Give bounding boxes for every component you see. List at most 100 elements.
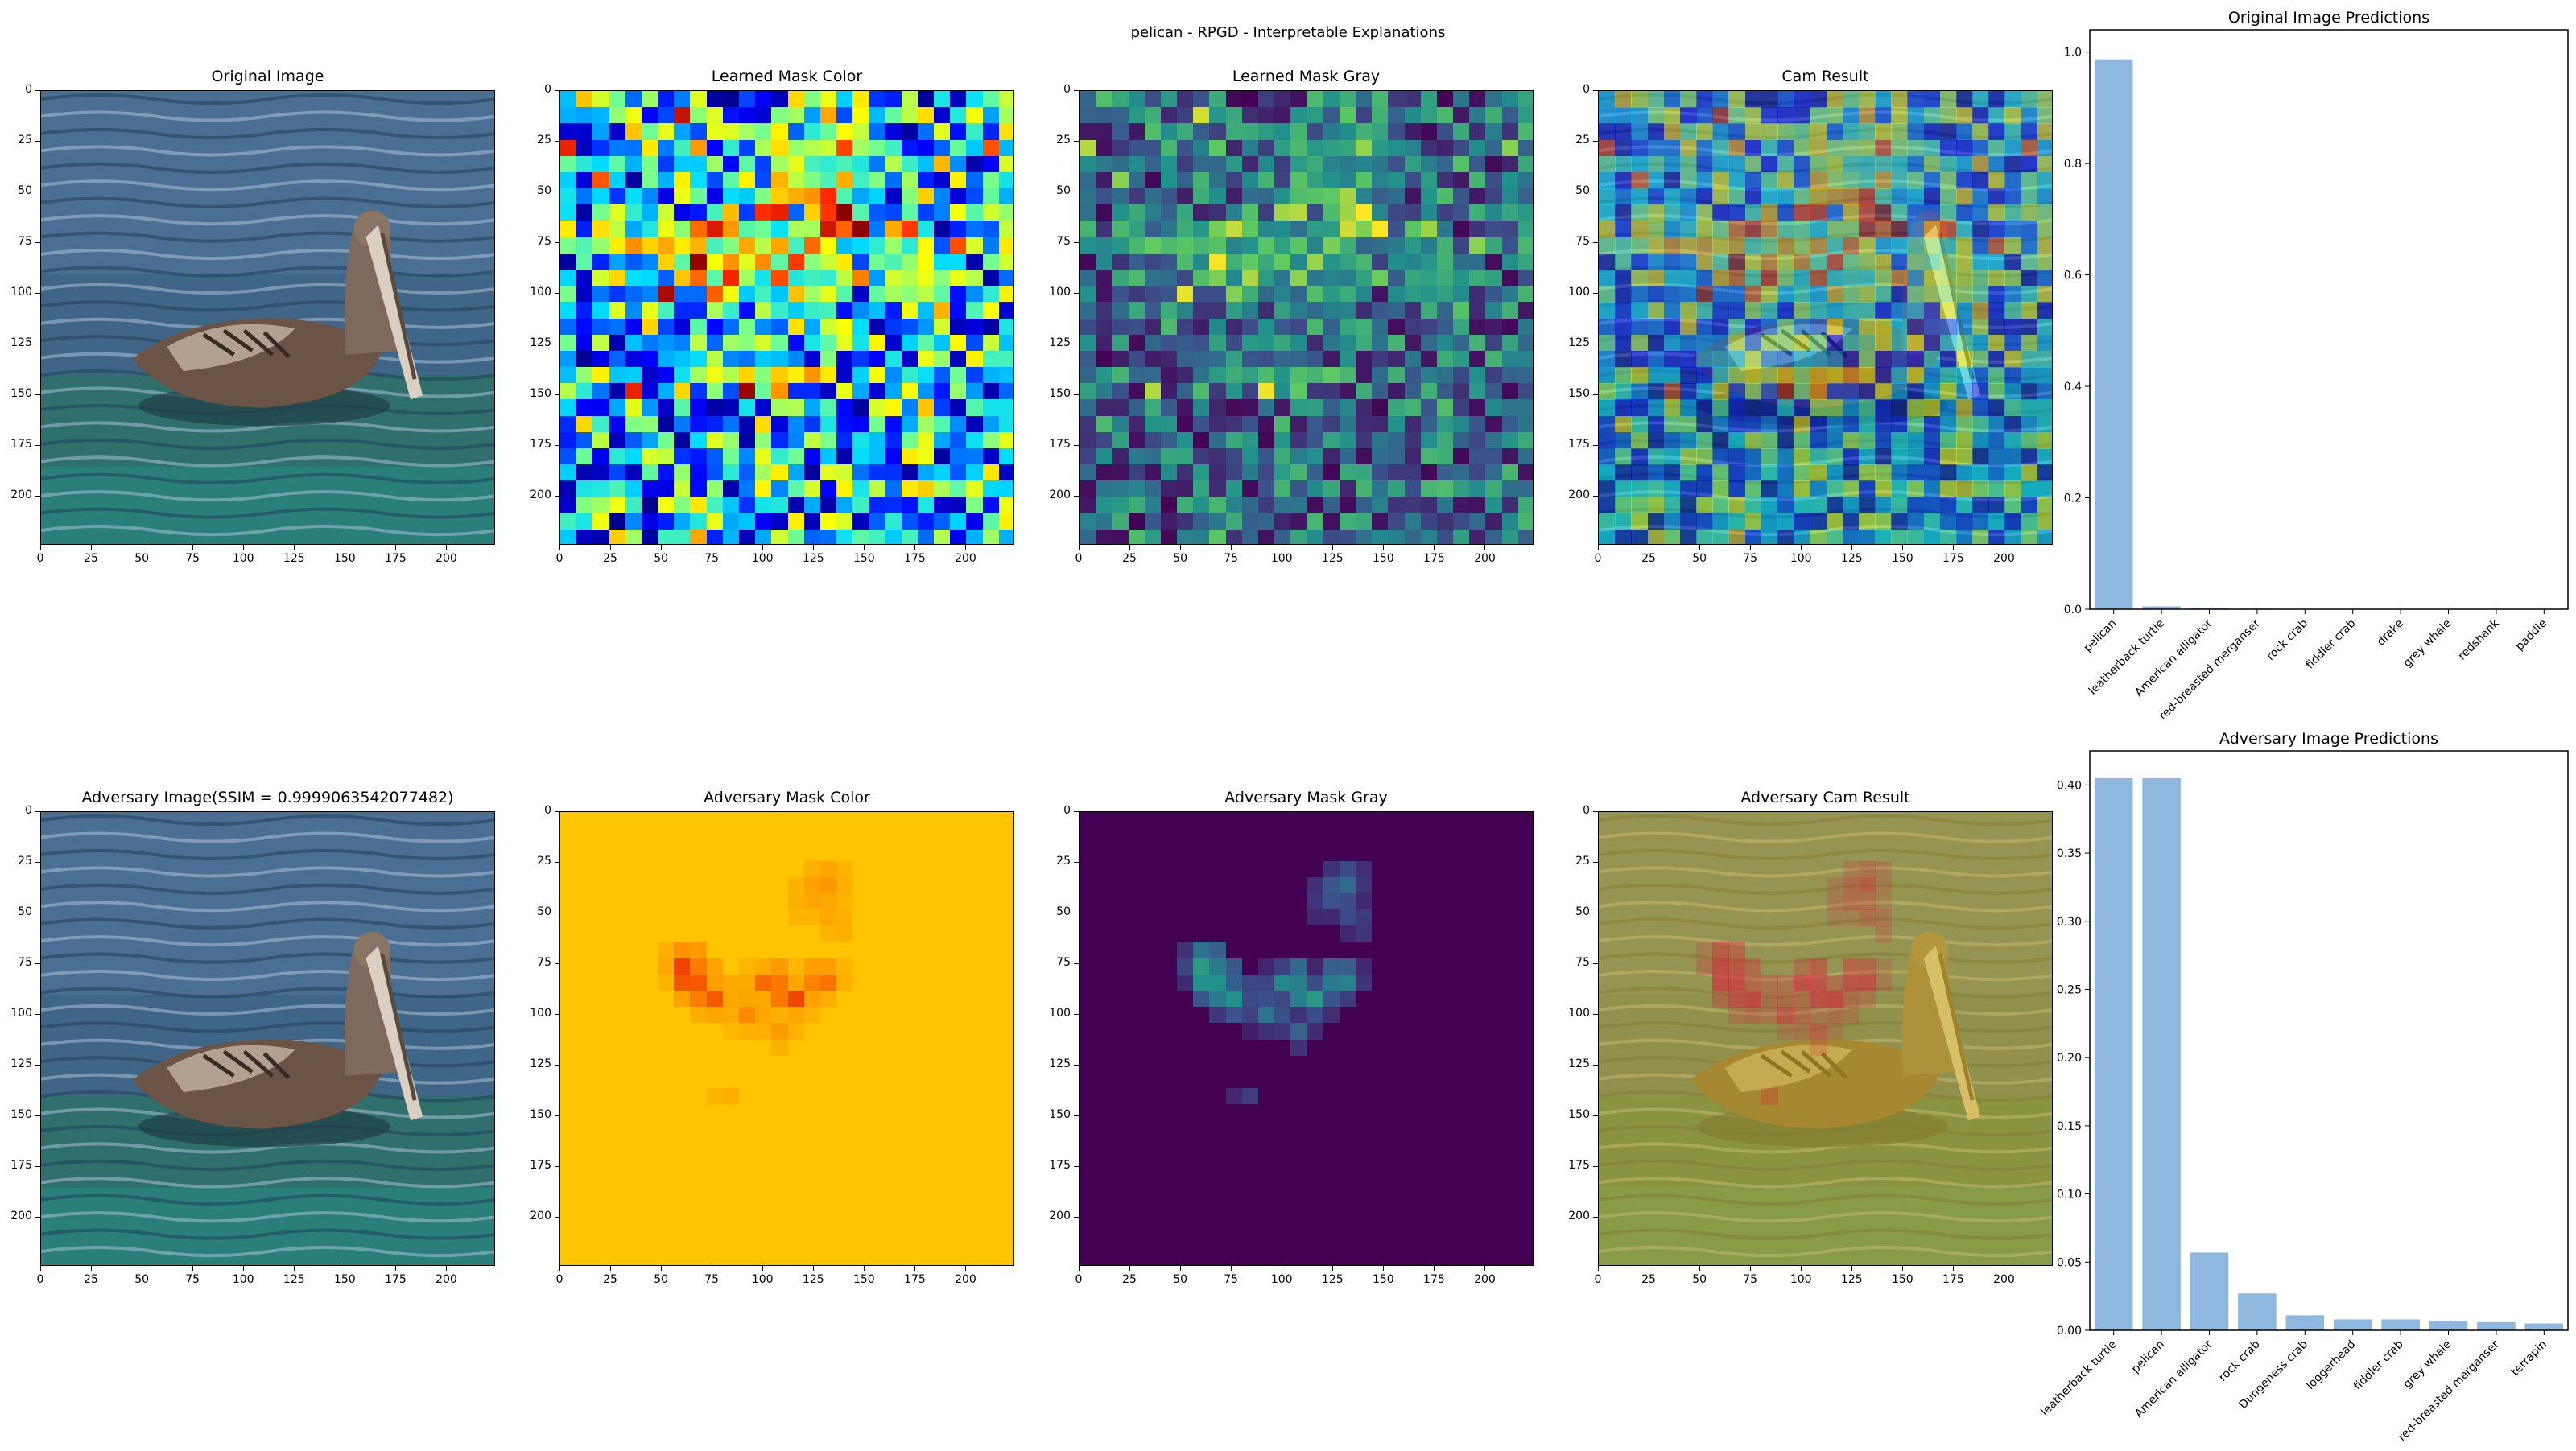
mask-cell: [788, 1007, 805, 1024]
mask-cell: [690, 172, 707, 189]
mask-cell: [1177, 991, 1194, 1008]
mask-cell: [902, 1202, 919, 1218]
mask-cell: [1777, 140, 1794, 157]
mask-cell: [852, 156, 869, 173]
mask-cell: [1274, 1007, 1291, 1024]
mask-cell: [690, 302, 707, 319]
mask-cell: [1875, 270, 1892, 286]
mask-cell: [771, 893, 788, 910]
mask-cell: [1599, 399, 1616, 416]
mask-cell: [1274, 140, 1291, 157]
mask-cell: [1209, 1169, 1226, 1186]
mask-cell: [1712, 991, 1729, 1008]
mask-cell: [1485, 156, 1502, 173]
mask-cell: [886, 861, 902, 878]
mask-cell: [1161, 270, 1178, 286]
mask-cell: [1502, 1218, 1519, 1235]
mask-cell: [1356, 1185, 1373, 1202]
mask-cell: [1096, 991, 1113, 1008]
mask-cell: [820, 812, 837, 829]
mask-cell: [1388, 1120, 1405, 1137]
mask-cell: [804, 448, 821, 465]
bar: [2381, 1319, 2420, 1330]
mask-cell: [1972, 237, 1989, 254]
cam-result-x-tick: 25: [1633, 552, 1665, 565]
mask-cell: [1875, 107, 1892, 124]
mask-cell: [1712, 302, 1729, 319]
adv-mask-gray-y-tick: 125: [1038, 1057, 1071, 1070]
mask-cell: [1485, 1218, 1502, 1235]
mask-cell: [902, 497, 919, 513]
mask-cell: [609, 399, 626, 416]
mask-cell: [1810, 188, 1827, 205]
mask-cell: [1161, 1137, 1178, 1154]
mask-cell: [674, 975, 691, 991]
mask-cell: [1794, 156, 1810, 173]
mask-cell: [1696, 188, 1713, 205]
mask-cell: [869, 942, 886, 958]
mask-cell: [1712, 270, 1729, 286]
orig-image-x-tick: 175: [379, 552, 411, 565]
mask-cell: [1258, 942, 1275, 958]
mask-cell: [625, 812, 642, 829]
mask-cell: [1599, 172, 1616, 189]
mask-cell: [1258, 925, 1275, 942]
mask-cell: [820, 204, 837, 221]
mask-cell: [1810, 383, 1827, 400]
mask-cell: [1388, 221, 1405, 237]
mask-cell: [1664, 237, 1681, 254]
mask-cell: [804, 221, 821, 237]
mask-cell: [1242, 877, 1259, 894]
mask-cell: [1875, 156, 1892, 173]
mask-cell: [723, 909, 740, 926]
mask-cell: [1696, 351, 1713, 368]
mask-cell: [1437, 254, 1454, 270]
mask-cell: [1242, 1120, 1259, 1137]
mask-cell: [1972, 416, 1989, 433]
mask-cell: [1226, 302, 1243, 319]
mask-cell: [966, 1104, 983, 1121]
mask-cell: [1875, 497, 1892, 513]
mask-cell: [1145, 1137, 1162, 1154]
mask-cell: [1469, 383, 1486, 400]
mask-cell: [1728, 958, 1745, 975]
mask-cell: [1242, 464, 1259, 481]
mask-cell: [804, 877, 821, 894]
adv-mask-color-x-tick: 100: [746, 1273, 778, 1286]
mask-cell: [983, 270, 1000, 286]
mask-cell: [674, 1169, 691, 1186]
adv-cam-result-y-tick: 125: [1558, 1057, 1590, 1070]
mask-cell: [1290, 530, 1307, 545]
mask-cell: [918, 188, 935, 205]
mask-cell: [934, 958, 951, 975]
mask-cell: [723, 416, 740, 433]
mask-cell: [1680, 107, 1697, 124]
mask-cell: [1388, 909, 1405, 926]
mask-cell: [739, 812, 756, 829]
mask-cell: [771, 1251, 788, 1266]
mask-cell: [560, 107, 577, 124]
mask-cell: [771, 254, 788, 270]
mask-cell: [1875, 286, 1892, 303]
mask-cell: [804, 1218, 821, 1235]
mask-cell: [592, 1251, 609, 1266]
mask-cell: [1129, 91, 1146, 108]
mask-cell: [1177, 812, 1194, 829]
mask-cell: [1323, 188, 1340, 205]
mask-cell: [1290, 942, 1307, 958]
mask-cell: [1323, 319, 1340, 336]
mask-cell: [1728, 383, 1745, 400]
mask-cell: [1794, 254, 1810, 270]
mask-cell: [1485, 432, 1502, 449]
mask-cell: [674, 351, 691, 368]
mask-cell: [934, 844, 951, 861]
mask-cell: [1161, 1202, 1178, 1218]
mask-cell: [1356, 1104, 1373, 1121]
mask-cell: [739, 861, 756, 878]
mask-cell: [1274, 925, 1291, 942]
mask-cell: [674, 530, 691, 545]
mask-cell: [1356, 497, 1373, 513]
mask-cell: [674, 91, 691, 108]
mask-cell: [755, 140, 772, 157]
mask-cell: [1502, 335, 1519, 352]
